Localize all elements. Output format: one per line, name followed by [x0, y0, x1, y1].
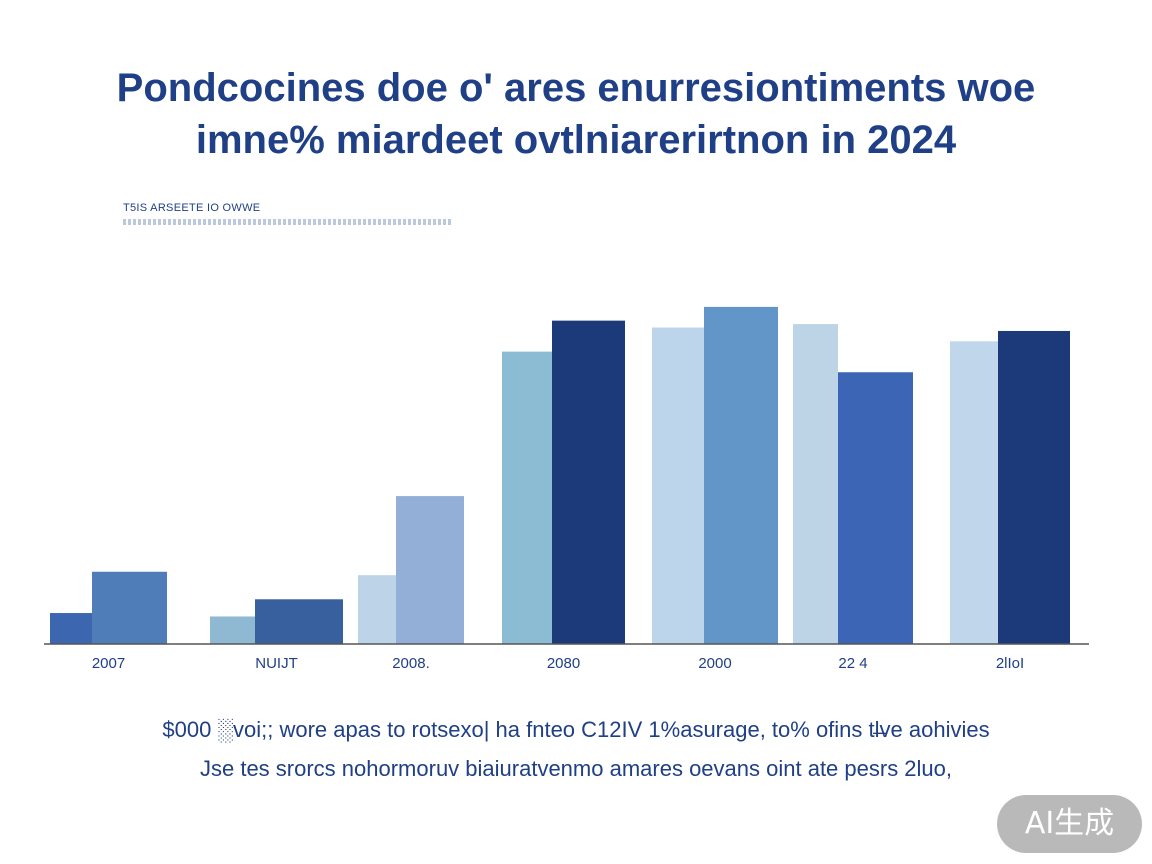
ai-generated-badge: AI生成: [997, 795, 1142, 853]
footer-text-line-1: $000 ░voi;; wore apas to rotsexo| ha fnt…: [162, 717, 990, 742]
chart-title-line-1: Pondcocines doe o' ares enurresiontiment…: [116, 66, 1036, 110]
x-tick-label-3: 2080: [547, 655, 580, 672]
bar-series1-4: [652, 327, 704, 644]
bar-chart: 2007 NUIJT 2008. 2080 2000 22 4 2lIoI: [44, 306, 1089, 672]
bar-series1-0: [50, 613, 92, 644]
bar-series2-3: [552, 320, 625, 644]
chart-title-line-2: imne% miardeet ovtlniarerirtnon in 2024: [195, 118, 957, 162]
bars-group: [50, 306, 1070, 644]
bar-series2-2: [396, 496, 464, 644]
subtitle-note-decoration: [123, 219, 453, 225]
bar-series2-6: [998, 330, 1070, 644]
x-tick-label-1: NUIJT: [255, 655, 298, 672]
x-tick-label-5: 22 4: [838, 655, 867, 672]
x-tick-label-2: 2008.: [392, 655, 430, 672]
bar-series1-5: [793, 324, 838, 644]
bar-series1-3: [502, 351, 552, 644]
footer-text-line-2: Jse tes srorcs nohormoruv biaiuratvenmo …: [199, 756, 953, 781]
x-tick-label-4: 2000: [698, 655, 731, 672]
bar-series2-1: [255, 599, 343, 644]
bar-series2-0: [92, 571, 167, 644]
x-tick-label-0: 2007: [92, 655, 125, 672]
bar-series1-6: [950, 341, 998, 644]
bar-series2-4: [704, 306, 778, 644]
bar-series1-2: [358, 575, 396, 644]
chart-subtitle: T5IS ARSEETE IO OWWE: [123, 202, 261, 214]
x-tick-label-6: 2lIoI: [996, 655, 1024, 672]
bar-series2-5: [838, 372, 913, 644]
x-tick-labels: 2007 NUIJT 2008. 2080 2000 22 4 2lIoI: [92, 655, 1024, 672]
bar-series1-1: [210, 616, 255, 644]
